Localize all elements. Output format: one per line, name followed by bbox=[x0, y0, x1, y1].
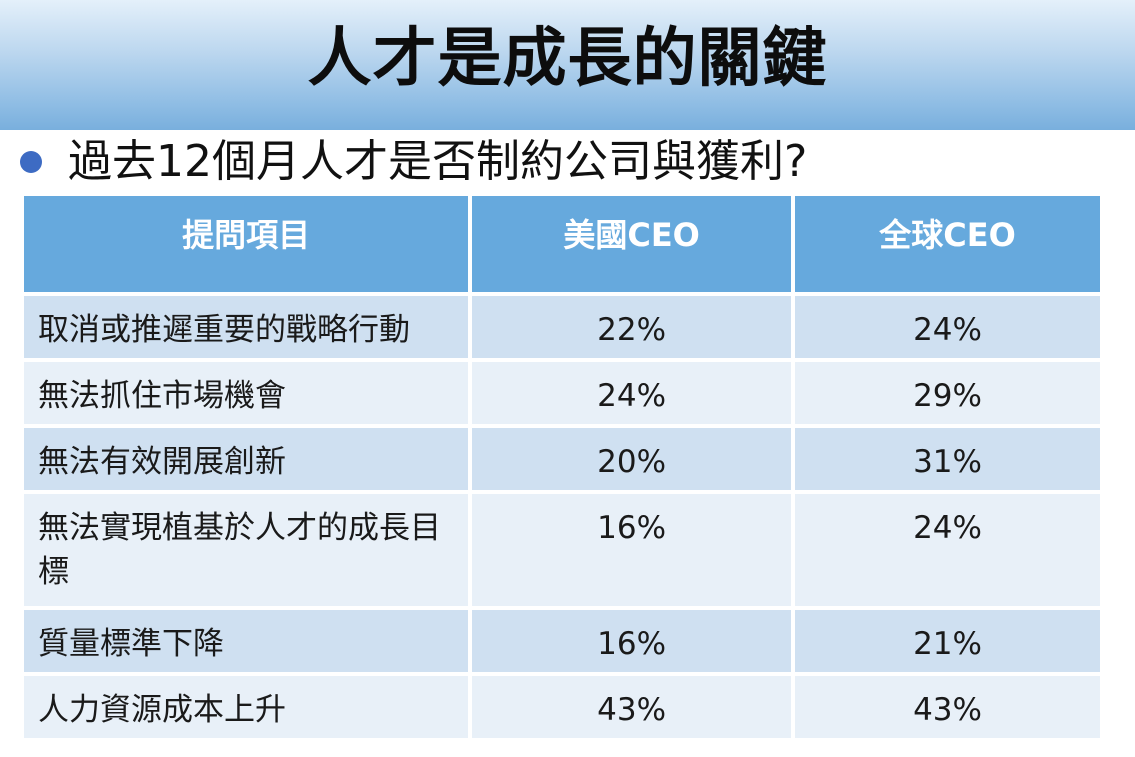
row-us-value: 16% bbox=[472, 494, 792, 606]
row-global-value: 29% bbox=[795, 362, 1100, 424]
data-table: 提問項目 美國CEO 全球CEO 取消或推遲重要的戰略行動 22% 24% 無法… bbox=[20, 192, 1104, 742]
header-item: 提問項目 bbox=[24, 196, 469, 292]
subtitle: 過去12個月人才是否制約公司與獲利? bbox=[68, 136, 808, 187]
subtitle-line: 過去12個月人才是否制約公司與獲利? bbox=[20, 132, 807, 192]
row-us-value: 43% bbox=[472, 676, 792, 738]
title-band bbox=[0, 0, 1135, 130]
row-us-value: 20% bbox=[472, 428, 792, 490]
row-item: 質量標準下降 bbox=[24, 610, 469, 672]
row-us-value: 24% bbox=[472, 362, 792, 424]
row-item: 無法抓住市場機會 bbox=[24, 362, 469, 424]
row-us-value: 16% bbox=[472, 610, 792, 672]
header-us-ceo: 美國CEO bbox=[472, 196, 792, 292]
table-row: 無法抓住市場機會 24% 29% bbox=[24, 362, 1100, 424]
row-us-value: 22% bbox=[472, 296, 792, 358]
table-row: 無法有效開展創新 20% 31% bbox=[24, 428, 1100, 490]
header-global-ceo: 全球CEO bbox=[795, 196, 1100, 292]
row-global-value: 24% bbox=[795, 494, 1100, 606]
table-row: 人力資源成本上升 43% 43% bbox=[24, 676, 1100, 738]
row-global-value: 24% bbox=[795, 296, 1100, 358]
row-global-value: 21% bbox=[795, 610, 1100, 672]
table-header-row: 提問項目 美國CEO 全球CEO bbox=[24, 196, 1100, 292]
table-row: 無法實現植基於人才的成長目標 16% 24% bbox=[24, 494, 1100, 606]
table-row: 取消或推遲重要的戰略行動 22% 24% bbox=[24, 296, 1100, 358]
slide-title: 人才是成長的關鍵 bbox=[307, 22, 828, 96]
bullet-dot-icon bbox=[20, 151, 42, 173]
row-item: 無法有效開展創新 bbox=[24, 428, 469, 490]
table-row: 質量標準下降 16% 21% bbox=[24, 610, 1100, 672]
row-global-value: 43% bbox=[795, 676, 1100, 738]
row-item: 無法實現植基於人才的成長目標 bbox=[24, 494, 469, 606]
row-item: 人力資源成本上升 bbox=[24, 676, 469, 738]
row-global-value: 31% bbox=[795, 428, 1100, 490]
row-item: 取消或推遲重要的戰略行動 bbox=[24, 296, 469, 358]
